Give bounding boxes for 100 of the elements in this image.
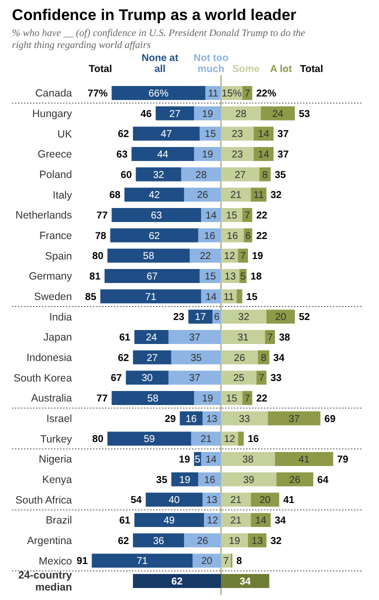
data-label: 19 (202, 108, 214, 120)
bar (236, 289, 242, 304)
total-label: 79 (337, 454, 349, 466)
data-label: 14 (255, 516, 267, 526)
y-tick-label: Poland (39, 169, 72, 182)
data-label: 20 (259, 495, 272, 506)
data-label: 13 (206, 495, 218, 506)
total-label: 68 (109, 190, 121, 202)
total-label: 78 (95, 230, 107, 242)
data-label: 26 (234, 352, 246, 364)
data-label: 23 (232, 129, 244, 140)
data-label: 38 (242, 454, 254, 466)
data-label: 19 (228, 536, 240, 547)
y-tick-label: Australia (31, 392, 72, 405)
y-tick-label: Kenya (42, 474, 72, 486)
data-label: 14 (258, 129, 270, 140)
data-label: 23 (232, 150, 244, 160)
y-tick-label: Hungary (32, 108, 73, 120)
total-label: 69 (324, 414, 336, 425)
data-label: 63 (150, 210, 162, 222)
data-label: 27 (169, 108, 181, 120)
bar (112, 86, 206, 100)
bar (132, 350, 172, 364)
total-label: 67 (110, 373, 122, 384)
total-label: 35 (156, 474, 168, 486)
data-label: 71 (145, 292, 157, 303)
data-label: 62 (171, 576, 183, 588)
bar (136, 167, 182, 182)
total-label: 34 (274, 516, 286, 526)
data-label: 36 (152, 536, 165, 547)
data-label: 16 (204, 474, 216, 486)
data-label: 7 (258, 373, 265, 384)
bar (104, 269, 200, 283)
y-tick-label: Germany (28, 270, 73, 283)
data-label: 7 (267, 332, 274, 344)
data-label: 41 (298, 454, 310, 466)
data-label: 7 (240, 251, 246, 262)
total-label: 62 (118, 536, 130, 547)
bar (260, 106, 295, 120)
data-label: 21 (200, 434, 212, 446)
data-label: 40 (168, 495, 180, 506)
total-label: 61 (119, 516, 131, 526)
data-label: 11 (224, 292, 234, 303)
data-label: 15 (226, 394, 238, 404)
data-label: 28 (196, 170, 208, 181)
data-label: 27 (234, 170, 246, 181)
total-label: 52 (298, 312, 310, 324)
y-tick-label: 24-country median (18, 570, 72, 594)
data-label: 19 (202, 394, 214, 404)
data-label: 49 (164, 516, 176, 526)
series-label: Some (232, 64, 260, 75)
data-label: 42 (148, 190, 160, 202)
data-label: 14 (205, 292, 218, 303)
data-label: 21 (230, 495, 242, 506)
y-tick-label: Greece (38, 148, 72, 161)
total-label: 63 (116, 150, 128, 160)
data-label: 14 (205, 454, 218, 466)
total-label: 22% (256, 88, 276, 100)
data-label: 19 (202, 150, 214, 160)
total-label: 85 (85, 292, 97, 303)
data-label: 62 (148, 230, 160, 242)
data-label: 20 (201, 556, 213, 568)
bar (276, 472, 314, 486)
bar (92, 554, 193, 568)
data-label: 8 (260, 352, 267, 364)
data-label: 20 (275, 312, 287, 324)
total-label: 91 (76, 556, 88, 568)
annotation: Total (88, 64, 112, 75)
total-label: 37 (278, 129, 290, 140)
y-tick-label: Israel (46, 413, 72, 426)
data-label: 30 (142, 373, 154, 384)
bar (274, 452, 334, 466)
data-label: 14 (258, 150, 270, 160)
data-label: 15 (204, 129, 216, 140)
data-label: 16 (226, 230, 238, 242)
bar (146, 492, 203, 507)
total-label: 80 (92, 434, 104, 446)
data-label: 28 (235, 108, 247, 120)
bar (265, 330, 275, 344)
bar (268, 411, 320, 426)
data-label: 15 (204, 272, 216, 282)
total-label: 18 (250, 272, 262, 282)
bar (134, 330, 168, 344)
data-label: 7 (244, 210, 250, 222)
data-label: 58 (147, 394, 159, 404)
data-label: 37 (189, 332, 201, 344)
y-tick-label: Nigeria (38, 454, 72, 466)
data-label: 27 (146, 352, 158, 364)
data-label: 5 (240, 272, 246, 282)
data-label: 7 (244, 88, 250, 100)
data-label: 22 (200, 251, 212, 262)
total-label: 62 (118, 352, 130, 364)
data-label: 32 (238, 312, 250, 324)
data-label: 11 (208, 88, 219, 100)
data-label: 31 (237, 332, 250, 344)
data-label: 24 (272, 108, 284, 120)
y-tick-label: Spain (45, 250, 72, 262)
total-label: 80 (92, 251, 104, 262)
y-tick-label: Mexico (38, 555, 72, 568)
data-label: 39 (243, 474, 255, 486)
